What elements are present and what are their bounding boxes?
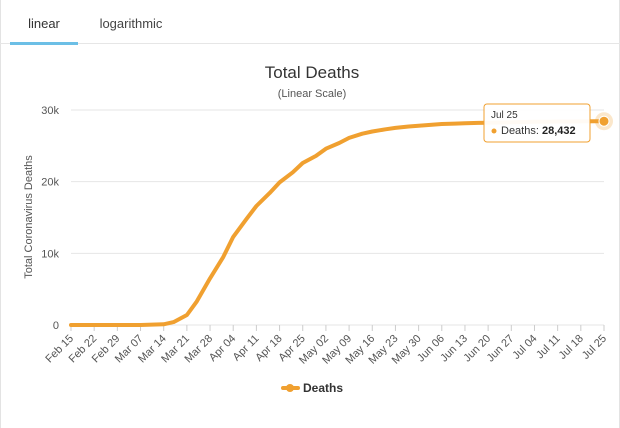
tab-linear[interactable]: linear <box>10 0 78 45</box>
hover-marker[interactable] <box>598 115 610 127</box>
y-tick-label: 10k <box>41 248 59 260</box>
tooltip: Jul 25 Deaths: 28,432 <box>483 103 591 143</box>
y-tick-label: 20k <box>41 177 59 189</box>
tooltip-value-line: Deaths: 28,432 <box>501 125 576 137</box>
legend-swatch-dot <box>286 384 294 392</box>
y-axis-label: Total Coronavirus Deaths <box>23 155 35 279</box>
tooltip-series-name: Deaths <box>501 125 536 137</box>
scale-tabs: linear logarithmic <box>0 0 620 45</box>
tooltip-series-dot <box>491 128 497 134</box>
x-tick-label: Jul 25 <box>580 333 609 362</box>
y-axis-ticks: 0 10k 20k 30k <box>41 105 59 332</box>
legend-label-deaths: Deaths <box>303 381 343 395</box>
x-tick-label: Apr 04 <box>207 333 238 364</box>
x-tick-label: Jul 04 <box>510 333 539 362</box>
chart-subtitle: (Linear Scale) <box>278 88 346 100</box>
tooltip-date: Jul 25 <box>491 110 518 121</box>
tab-logarithmic[interactable]: logarithmic <box>99 16 163 31</box>
legend[interactable]: Deaths <box>281 381 343 395</box>
chart-title: Total Deaths <box>265 63 360 82</box>
y-tick-label: 30k <box>41 105 59 117</box>
series-line-deaths <box>69 119 606 327</box>
hover-point[interactable] <box>595 112 613 131</box>
y-tick-label: 0 <box>53 320 59 332</box>
x-tick-label: Jul 11 <box>534 333 563 362</box>
x-tick-label: Jul 18 <box>557 333 586 362</box>
tooltip-value: 28,432 <box>542 125 576 137</box>
